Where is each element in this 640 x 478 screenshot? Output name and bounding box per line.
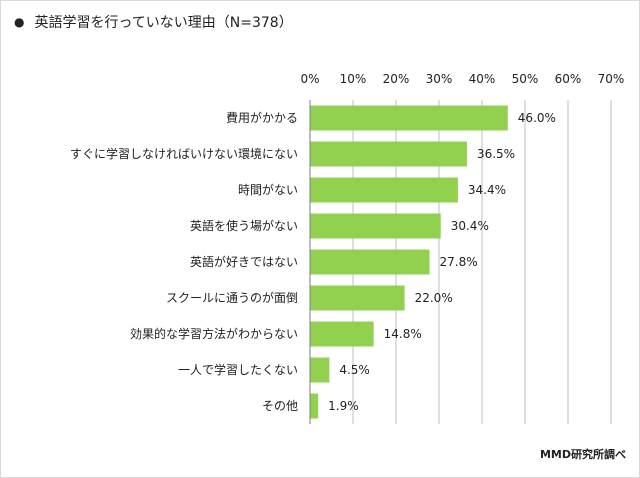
value-label: 22.0% <box>415 291 453 305</box>
category-label: 費用がかかる <box>226 110 298 125</box>
category-label: 英語が好きではない <box>190 254 298 269</box>
bar <box>310 285 405 311</box>
chart-title: 英語学習を行っていない理由（N=378） <box>34 15 293 31</box>
x-tick-label: 10% <box>340 72 367 86</box>
value-label: 30.4% <box>451 219 489 233</box>
bullet-icon: ● <box>14 15 25 29</box>
x-tick-label: 0% <box>300 72 319 86</box>
bar <box>310 105 508 131</box>
bar <box>310 357 330 383</box>
x-tick-label: 60% <box>555 72 582 86</box>
category-label: その他 <box>262 399 298 413</box>
category-label: 効果的な学習方法がわからない <box>130 326 298 341</box>
bar <box>310 249 430 275</box>
x-tick-label: 30% <box>426 72 453 86</box>
bar <box>310 321 374 347</box>
category-label: スクールに通うのが面倒 <box>166 290 298 305</box>
bar <box>310 213 441 239</box>
bar <box>310 393 319 419</box>
x-tick-label: 40% <box>469 72 496 86</box>
x-tick-label: 70% <box>598 72 625 86</box>
category-label: 一人で学習したくない <box>178 362 298 377</box>
value-label: 34.4% <box>468 183 506 197</box>
value-label: 27.8% <box>440 255 478 269</box>
source-note: MMD研究所調べ <box>539 448 626 461</box>
bar <box>310 177 458 203</box>
value-label: 36.5% <box>477 147 515 161</box>
chart-title-row: ● 英語学習を行っていない理由（N=378） <box>14 12 293 32</box>
value-label: 1.9% <box>328 399 359 413</box>
x-tick-label: 20% <box>383 72 410 86</box>
category-label: すぐに学習しなければいけない環境にない <box>70 146 298 161</box>
category-label: 英語を使う場がない <box>190 218 298 233</box>
value-label: 46.0% <box>518 111 556 125</box>
category-label: 時間がない <box>238 182 298 197</box>
value-label: 4.5% <box>339 363 370 377</box>
value-label: 14.8% <box>384 327 422 341</box>
x-tick-label: 50% <box>512 72 539 86</box>
bar <box>310 141 467 167</box>
